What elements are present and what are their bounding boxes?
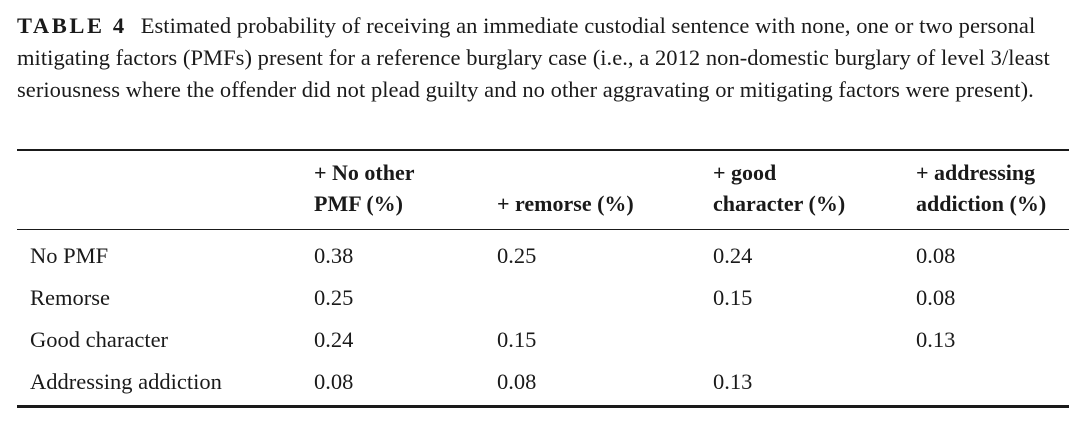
header-line: PMF (%) bbox=[314, 191, 403, 216]
table-cell: 0.24 bbox=[713, 243, 753, 268]
table-cell: 0.38 bbox=[314, 243, 354, 268]
row-label: Good character bbox=[30, 327, 169, 352]
table-top-rule bbox=[17, 149, 1069, 151]
table-cell: 0.13 bbox=[916, 327, 956, 352]
table-bottom-rule bbox=[17, 405, 1069, 408]
table-cell: 0.25 bbox=[497, 243, 537, 268]
table-label: TABLE 4 bbox=[17, 13, 127, 38]
header-remorse: + remorse (%) bbox=[497, 188, 634, 219]
table-cell: 0.25 bbox=[314, 285, 354, 310]
header-line: + good bbox=[713, 160, 777, 185]
header-line: character (%) bbox=[713, 191, 846, 216]
header-good-character: + good character (%) bbox=[713, 157, 845, 219]
header-line: + remorse (%) bbox=[497, 191, 634, 216]
table-cell: 0.08 bbox=[916, 285, 956, 310]
header-rule bbox=[17, 229, 1069, 230]
table-cell: 0.24 bbox=[314, 327, 354, 352]
header-line: + No other bbox=[314, 160, 415, 185]
row-label: Remorse bbox=[30, 285, 110, 310]
table-cell: 0.08 bbox=[497, 369, 537, 394]
table-cell: 0.08 bbox=[916, 243, 956, 268]
header-line: addiction (%) bbox=[916, 191, 1047, 216]
header-addressing-addiction: + addressing addiction (%) bbox=[916, 157, 1046, 219]
caption-text: Estimated probability of receiving an im… bbox=[17, 13, 1050, 102]
header-no-other-pmf: + No other PMF (%) bbox=[314, 157, 415, 219]
table-cell: 0.13 bbox=[713, 369, 753, 394]
row-label: No PMF bbox=[30, 243, 109, 268]
row-label: Addressing addiction bbox=[30, 369, 222, 394]
table-cell: 0.15 bbox=[497, 327, 537, 352]
header-line: + addressing bbox=[916, 160, 1036, 185]
table-cell: 0.08 bbox=[314, 369, 354, 394]
table-caption: TABLE 4 Estimated probability of receivin… bbox=[17, 10, 1069, 106]
table-cell: 0.15 bbox=[713, 285, 753, 310]
